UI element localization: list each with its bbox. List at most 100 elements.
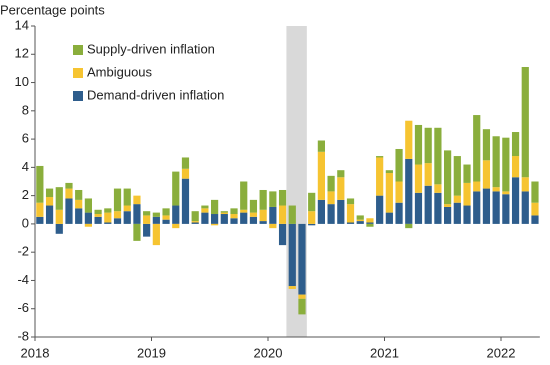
bar-segment [502, 191, 510, 195]
bar-segment [482, 160, 491, 189]
bar-segment [75, 208, 83, 224]
y-tick-label: 6 [22, 131, 29, 146]
bar-segment [181, 168, 190, 179]
bar-segment [123, 205, 131, 212]
bar-segment [453, 156, 461, 196]
bar-segment [405, 158, 413, 224]
bar-segment [240, 181, 248, 210]
bar-segment [482, 188, 491, 224]
bar-segment [201, 208, 209, 213]
bar-segment [298, 298, 306, 315]
bar-segment [463, 164, 471, 183]
bar-segment [45, 205, 54, 224]
bar-segment [84, 198, 92, 213]
bar-segment [201, 205, 209, 209]
bar-segment [113, 188, 122, 212]
bar-segment [288, 286, 296, 289]
bar-segment [133, 195, 141, 205]
bar-segment [414, 192, 423, 224]
bar-segment [531, 202, 539, 216]
bar-segment [278, 205, 287, 224]
bar-segment [143, 223, 151, 237]
bar-segment [356, 221, 364, 224]
bar-segment [385, 170, 393, 174]
bar-segment [376, 156, 384, 158]
bar-segment [94, 214, 102, 217]
y-tick-label: 8 [22, 102, 29, 117]
bar-segment [463, 182, 471, 206]
bar-segment [249, 212, 258, 217]
bar-segment [502, 194, 510, 224]
bar-segment [463, 205, 471, 224]
bar-segment [36, 216, 44, 224]
bar-segment [220, 212, 228, 215]
bar-segment [152, 212, 160, 217]
bar-segment [492, 136, 500, 188]
bar-segment [65, 188, 73, 199]
x-tick-label: 2019 [137, 345, 166, 360]
bar-segment [434, 184, 442, 193]
bar-segment [65, 198, 73, 224]
bar-segment [395, 148, 403, 182]
bar-segment [317, 151, 325, 200]
bar-segment [511, 177, 520, 224]
bar-segment [424, 127, 432, 164]
bar-segment [220, 214, 228, 224]
bar-segment [133, 204, 141, 224]
y-tick-label: -6 [17, 300, 29, 315]
bar-segment [45, 188, 54, 198]
bar-segment [278, 189, 287, 206]
bar-segment [55, 187, 63, 210]
x-tick-label: 2022 [487, 345, 516, 360]
bar-segment [201, 212, 209, 224]
bar-segment [434, 192, 442, 224]
bar-segment [395, 181, 403, 203]
bar-segment [278, 223, 287, 246]
bar-segment [531, 181, 539, 203]
y-tick-label: -2 [17, 244, 29, 259]
bar-segment [308, 223, 316, 226]
bar-segment [94, 216, 102, 224]
bar-segment [376, 157, 384, 196]
bar-segment [366, 223, 374, 227]
bar-segment [492, 191, 500, 224]
bar-segment [133, 223, 141, 241]
x-tick-label: 2018 [21, 345, 50, 360]
bar-segment [45, 197, 54, 206]
bar-segment [269, 223, 277, 229]
bar-segment [162, 219, 170, 224]
legend-label: Demand-driven inflation [87, 87, 224, 102]
legend-swatch [73, 91, 83, 101]
bar-segment [405, 120, 413, 159]
bar-segment [230, 218, 238, 224]
bar-segment [521, 177, 529, 192]
bar-segment [356, 219, 364, 222]
bar-segment [473, 115, 481, 182]
bar-segment [94, 209, 102, 215]
bar-segment [220, 211, 228, 213]
bar-segment [162, 208, 170, 216]
bar-segment [269, 191, 277, 207]
bar-segment [230, 214, 238, 219]
bar-segment [249, 216, 258, 224]
bar-segment [317, 199, 325, 224]
bar-segment [104, 212, 112, 223]
bar-segment [317, 140, 325, 152]
bar-segment [511, 156, 520, 178]
bar-segment [346, 198, 355, 205]
bar-segment [211, 199, 219, 215]
bar-segment [434, 127, 442, 185]
bar-segment [123, 211, 131, 224]
legend-label: Supply-driven inflation [87, 41, 215, 56]
bar-segment [84, 212, 92, 224]
y-tick-label: 10 [15, 74, 29, 89]
bar-segment [424, 185, 432, 224]
bar-segment [424, 163, 432, 186]
bar-segment [152, 216, 160, 224]
legend-swatch [73, 45, 83, 55]
bar-segment [327, 191, 335, 205]
bar-segment [191, 211, 199, 222]
bar-segment [55, 209, 63, 224]
bar-segment [444, 204, 452, 207]
bar-segment [211, 214, 219, 224]
